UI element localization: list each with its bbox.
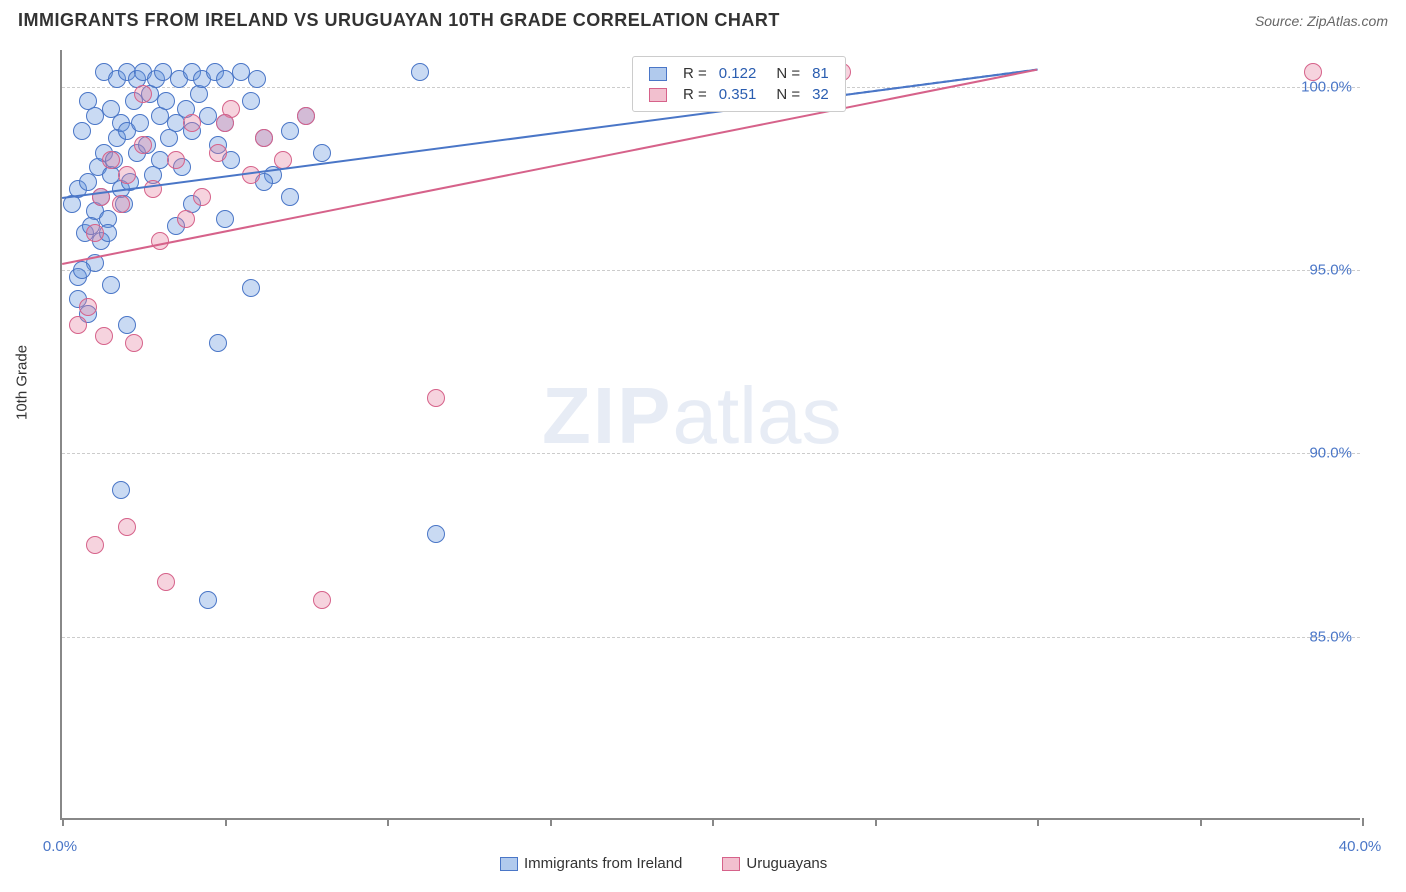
scatter-point bbox=[118, 316, 136, 334]
scatter-point bbox=[69, 316, 87, 334]
y-axis-label: 10th Grade bbox=[14, 345, 31, 420]
scatter-point bbox=[248, 70, 266, 88]
scatter-point bbox=[193, 188, 211, 206]
grid-line bbox=[62, 270, 1360, 271]
x-tick bbox=[387, 818, 389, 826]
scatter-point bbox=[118, 166, 136, 184]
scatter-point bbox=[134, 136, 152, 154]
source-prefix: Source: bbox=[1255, 13, 1307, 29]
scatter-point bbox=[1304, 63, 1322, 81]
scatter-point bbox=[281, 188, 299, 206]
trend-line bbox=[62, 68, 1037, 264]
scatter-point bbox=[102, 276, 120, 294]
scatter-point bbox=[95, 327, 113, 345]
scatter-point bbox=[177, 210, 195, 228]
legend-swatch bbox=[649, 88, 667, 102]
y-tick-label: 90.0% bbox=[1309, 445, 1352, 462]
scatter-point bbox=[427, 389, 445, 407]
chart-container: IMMIGRANTS FROM IRELAND VS URUGUAYAN 10T… bbox=[0, 0, 1406, 892]
x-tick bbox=[550, 818, 552, 826]
scatter-point bbox=[157, 92, 175, 110]
scatter-point bbox=[297, 107, 315, 125]
x-tick-label: 40.0% bbox=[1339, 838, 1382, 855]
y-tick-label: 100.0% bbox=[1301, 78, 1352, 95]
scatter-point bbox=[313, 591, 331, 609]
scatter-point bbox=[112, 195, 130, 213]
x-tick bbox=[1200, 818, 1202, 826]
y-tick-label: 85.0% bbox=[1309, 628, 1352, 645]
legend-n-label: N = bbox=[762, 84, 806, 105]
scatter-point bbox=[73, 261, 91, 279]
scatter-point bbox=[144, 180, 162, 198]
legend-item: Immigrants from Ireland bbox=[500, 855, 682, 872]
scatter-point bbox=[242, 92, 260, 110]
source-text: Source: ZipAtlas.com bbox=[1255, 13, 1388, 29]
chart-title: IMMIGRANTS FROM IRELAND VS URUGUAYAN 10T… bbox=[18, 10, 780, 31]
scatter-point bbox=[242, 279, 260, 297]
scatter-point bbox=[125, 334, 143, 352]
legend-bottom: Immigrants from Ireland Uruguayans bbox=[500, 855, 827, 872]
scatter-point bbox=[216, 210, 234, 228]
legend-n-label: N = bbox=[762, 63, 806, 84]
grid-line bbox=[62, 637, 1360, 638]
scatter-point bbox=[86, 107, 104, 125]
x-tick-label: 0.0% bbox=[43, 838, 77, 855]
scatter-point bbox=[157, 573, 175, 591]
legend-swatch bbox=[649, 67, 667, 81]
scatter-point bbox=[102, 151, 120, 169]
scatter-point bbox=[86, 224, 104, 242]
grid-line bbox=[62, 453, 1360, 454]
x-tick bbox=[62, 818, 64, 826]
scatter-point bbox=[313, 144, 331, 162]
plot-area: ZIPatlas 85.0% 90.0% 95.0% 100.0% bbox=[60, 50, 1360, 820]
x-tick bbox=[712, 818, 714, 826]
scatter-point bbox=[281, 122, 299, 140]
scatter-point bbox=[112, 481, 130, 499]
scatter-point bbox=[151, 232, 169, 250]
scatter-point bbox=[209, 144, 227, 162]
scatter-point bbox=[86, 536, 104, 554]
watermark: ZIPatlas bbox=[542, 370, 841, 462]
scatter-point bbox=[255, 129, 273, 147]
legend-item: Uruguayans bbox=[722, 855, 827, 872]
x-tick bbox=[225, 818, 227, 826]
legend-n-value: 32 bbox=[806, 84, 835, 105]
scatter-point bbox=[134, 85, 152, 103]
scatter-point bbox=[411, 63, 429, 81]
title-bar: IMMIGRANTS FROM IRELAND VS URUGUAYAN 10T… bbox=[0, 0, 1406, 39]
legend-swatch bbox=[500, 857, 518, 871]
legend-r-value: 0.122 bbox=[713, 63, 763, 84]
scatter-point bbox=[73, 122, 91, 140]
scatter-point bbox=[118, 518, 136, 536]
x-tick bbox=[1362, 818, 1364, 826]
legend-correlation: R =0.122N =81 R =0.351N =32 bbox=[632, 56, 846, 112]
legend-r-value: 0.351 bbox=[713, 84, 763, 105]
x-tick bbox=[875, 818, 877, 826]
scatter-point bbox=[216, 70, 234, 88]
legend-r-label: R = bbox=[677, 63, 713, 84]
x-tick bbox=[1037, 818, 1039, 826]
watermark-zip: ZIP bbox=[542, 371, 672, 460]
scatter-point bbox=[209, 334, 227, 352]
watermark-atlas: atlas bbox=[672, 371, 841, 460]
scatter-point bbox=[199, 591, 217, 609]
y-tick-label: 95.0% bbox=[1309, 262, 1352, 279]
legend-swatch bbox=[722, 857, 740, 871]
source-name: ZipAtlas.com bbox=[1307, 13, 1388, 29]
legend-label: Uruguayans bbox=[746, 855, 827, 872]
legend-label: Immigrants from Ireland bbox=[524, 855, 682, 872]
scatter-point bbox=[427, 525, 445, 543]
scatter-point bbox=[183, 114, 201, 132]
legend-n-value: 81 bbox=[806, 63, 835, 84]
legend-r-label: R = bbox=[677, 84, 713, 105]
scatter-point bbox=[131, 114, 149, 132]
scatter-point bbox=[167, 151, 185, 169]
scatter-point bbox=[79, 298, 97, 316]
scatter-point bbox=[216, 114, 234, 132]
